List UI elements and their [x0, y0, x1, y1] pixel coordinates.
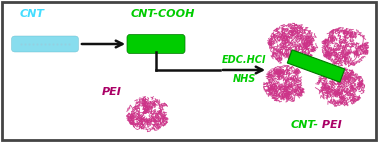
Text: CNT-: CNT-: [291, 120, 319, 130]
FancyBboxPatch shape: [127, 35, 185, 54]
Polygon shape: [287, 50, 345, 82]
FancyBboxPatch shape: [11, 36, 79, 52]
Text: CNT-COOH: CNT-COOH: [131, 9, 195, 19]
Text: CNT: CNT: [20, 9, 45, 19]
Text: EDC.HCl: EDC.HCl: [222, 55, 266, 65]
Text: NHS: NHS: [232, 74, 256, 84]
Text: PEI: PEI: [102, 87, 122, 97]
Text: PEI: PEI: [318, 120, 342, 130]
